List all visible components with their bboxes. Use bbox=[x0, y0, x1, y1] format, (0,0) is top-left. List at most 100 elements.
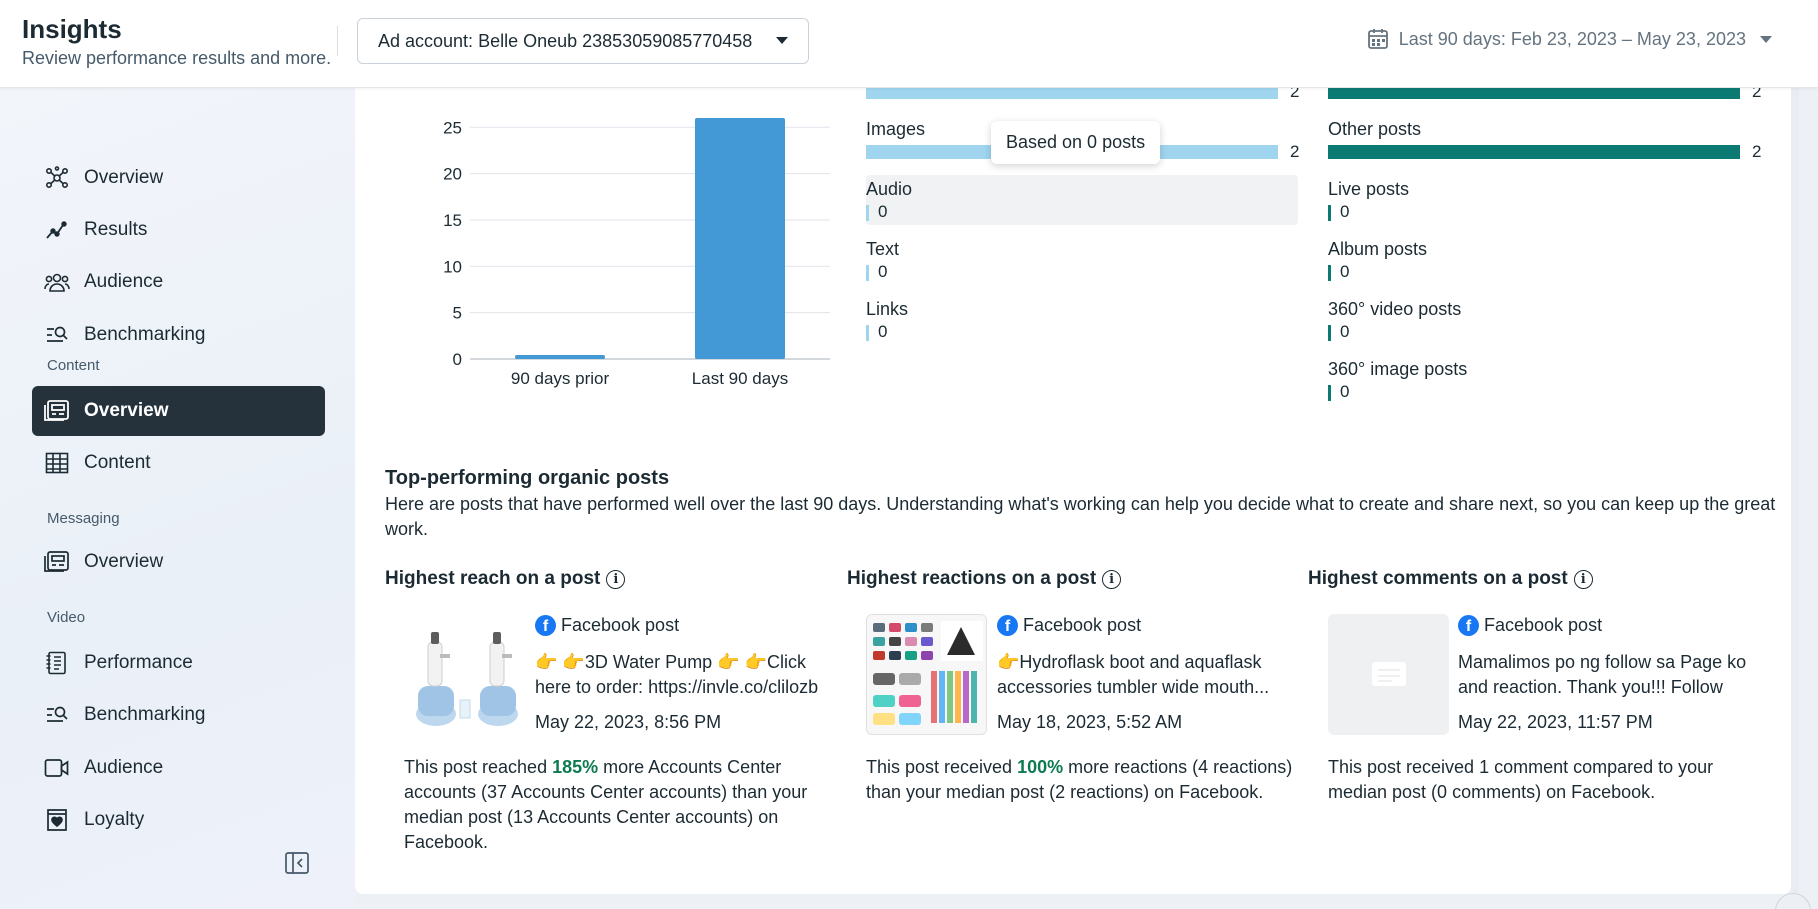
sidebar-item-label: Benchmarking bbox=[84, 704, 206, 725]
info-icon[interactable]: i bbox=[1573, 569, 1593, 589]
post-date: May 18, 2023, 5:52 AM bbox=[997, 712, 1183, 732]
sidebar-item-results[interactable]: Results bbox=[32, 205, 325, 255]
date-range-picker[interactable]: Last 90 days: Feb 23, 2023 – May 23, 202… bbox=[1367, 28, 1772, 50]
highest-reactions-title: Highest reactions on a post i bbox=[847, 568, 1122, 590]
heart-badge-icon bbox=[44, 807, 70, 833]
sidebar-item-content[interactable]: Content bbox=[32, 438, 325, 488]
page-header: Insights Review performance results and … bbox=[0, 0, 1818, 88]
network-icon bbox=[44, 165, 70, 191]
section-label-messaging: Messaging bbox=[47, 510, 120, 527]
breakdown-label: 360° video posts bbox=[1328, 299, 1462, 319]
breakdown-label: Live posts bbox=[1328, 179, 1410, 199]
breakdown-bar bbox=[866, 85, 1278, 99]
scrollbar[interactable] bbox=[1791, 88, 1799, 909]
ad-account-dropdown[interactable]: Ad account: Belle Oneub 2385305908577045… bbox=[357, 18, 809, 64]
column-title-text: Highest reactions on a post bbox=[847, 568, 1097, 589]
breakdown-label: Album posts bbox=[1328, 239, 1428, 259]
post-summary: This post received 100% more reactions (… bbox=[866, 755, 1306, 805]
header-divider bbox=[337, 26, 338, 56]
video-camera-icon bbox=[44, 755, 70, 781]
breakdown-label: Audio bbox=[866, 179, 913, 199]
summary-text: more Accounts Center accounts (37 Accoun… bbox=[404, 757, 808, 852]
breakdown-label: Other posts bbox=[1328, 119, 1422, 139]
facebook-icon: f bbox=[997, 615, 1018, 636]
column-title-text: Highest comments on a post bbox=[1308, 568, 1568, 589]
breakdown-value: 0 bbox=[1340, 262, 1350, 281]
info-icon[interactable]: i bbox=[1102, 569, 1122, 589]
section-label-video: Video bbox=[47, 609, 86, 626]
summary-text: This post received bbox=[866, 757, 1018, 777]
breakdown-bar bbox=[1328, 265, 1331, 281]
breakdown-value: 2 bbox=[1752, 82, 1762, 101]
breakdown-value: 2 bbox=[1290, 142, 1300, 161]
breakdown-value: 0 bbox=[878, 202, 888, 221]
sidebar: Overview Results Audience Benchmarking C… bbox=[0, 88, 355, 909]
post-text[interactable]: 👉Hydroflask boot and aquaflask accessori… bbox=[997, 652, 1270, 697]
summary-text: This post reached bbox=[404, 757, 553, 777]
breakdown-bar bbox=[866, 205, 869, 221]
sidebar-item-performance[interactable]: Performance bbox=[32, 638, 325, 688]
page-subtitle: Review performance results and more. bbox=[22, 48, 332, 68]
sidebar-item-label: Content bbox=[84, 452, 151, 473]
sidebar-item-loyalty[interactable]: Loyalty bbox=[32, 795, 325, 845]
page-title: Insights bbox=[22, 14, 122, 44]
breakdown-label: Text bbox=[866, 239, 900, 259]
post-text[interactable]: 👉 👉3D Water Pump 👉 👉Click here to order:… bbox=[535, 652, 819, 697]
post-thumbnail[interactable] bbox=[866, 614, 987, 735]
sidebar-item-messaging-overview[interactable]: Overview bbox=[32, 537, 325, 587]
post-thumbnail[interactable] bbox=[404, 614, 525, 735]
breakdown-bar bbox=[1328, 385, 1331, 401]
sidebar-item-label: Overview bbox=[84, 400, 169, 421]
source-label: Facebook post bbox=[1484, 615, 1603, 635]
source-label: Facebook post bbox=[1023, 615, 1142, 635]
y-tick-label: 5 bbox=[453, 304, 462, 323]
tooltip: Based on 0 posts bbox=[991, 121, 1161, 164]
breakdown-value: 0 bbox=[878, 322, 888, 341]
sidebar-item-label: Performance bbox=[84, 652, 193, 673]
y-tick-label: 0 bbox=[453, 350, 462, 369]
source-label: Facebook post bbox=[561, 615, 680, 635]
sidebar-item-label: Results bbox=[84, 219, 148, 240]
breakdown-label: Links bbox=[866, 299, 909, 319]
y-tick-label: 15 bbox=[443, 211, 462, 230]
sidebar-item-label: Benchmarking bbox=[84, 324, 206, 345]
people-icon bbox=[44, 269, 70, 295]
post-summary: This post reached 185% more Accounts Cen… bbox=[404, 755, 814, 855]
sidebar-item-label: Overview bbox=[84, 551, 164, 572]
sidebar-item-audience[interactable]: Audience bbox=[32, 257, 325, 307]
facebook-icon: f bbox=[1458, 615, 1479, 636]
bar[interactable] bbox=[695, 118, 785, 359]
x-tick-label: 90 days prior bbox=[511, 369, 610, 388]
y-tick-label: 25 bbox=[443, 118, 462, 137]
post-thumbnail[interactable] bbox=[1328, 614, 1449, 735]
section-label-content: Content bbox=[47, 357, 100, 374]
row-highlight bbox=[866, 175, 1298, 225]
sidebar-item-video-audience[interactable]: Audience bbox=[32, 743, 325, 793]
notebook-icon bbox=[44, 650, 70, 676]
breakdown-bar bbox=[1328, 145, 1740, 159]
column-title-text: Highest reach on a post bbox=[385, 568, 601, 589]
sidebar-item-benchmarking[interactable]: Benchmarking bbox=[32, 310, 325, 360]
breakdown-value: 0 bbox=[1340, 322, 1350, 341]
sidebar-item-label: Audience bbox=[84, 757, 164, 778]
sidebar-item-video-benchmarking[interactable]: Benchmarking bbox=[32, 690, 325, 740]
sidebar-item-content-overview[interactable]: Overview bbox=[32, 386, 325, 436]
collapse-sidebar-icon[interactable] bbox=[284, 851, 310, 875]
post-date: May 22, 2023, 11:57 PM bbox=[1458, 712, 1653, 732]
summary-text: more reactions (4 reactions) than your m… bbox=[866, 757, 1293, 802]
y-tick-label: 10 bbox=[443, 257, 462, 276]
content-overview-icon bbox=[44, 398, 70, 424]
post-text[interactable]: Mamalimos po ng follow sa Page ko and re… bbox=[1458, 652, 1747, 697]
post-date: May 22, 2023, 8:56 PM bbox=[535, 712, 722, 732]
help-button[interactable] bbox=[1775, 893, 1811, 909]
breakdown-bar bbox=[1328, 205, 1331, 221]
posts-bar-chart: 0 5 10 15 20 25 90 days prior Last 90 days bbox=[443, 118, 830, 388]
sidebar-item-overview[interactable]: Overview bbox=[32, 153, 325, 203]
top-posts-description: Here are posts that have performed well … bbox=[385, 494, 1776, 539]
message-overview-icon bbox=[44, 549, 70, 575]
bar[interactable] bbox=[515, 355, 605, 359]
sidebar-item-label: Loyalty bbox=[84, 809, 145, 830]
breakdown-bar bbox=[866, 265, 869, 281]
info-icon[interactable]: i bbox=[606, 569, 626, 589]
breakdown-value: 0 bbox=[878, 262, 888, 281]
